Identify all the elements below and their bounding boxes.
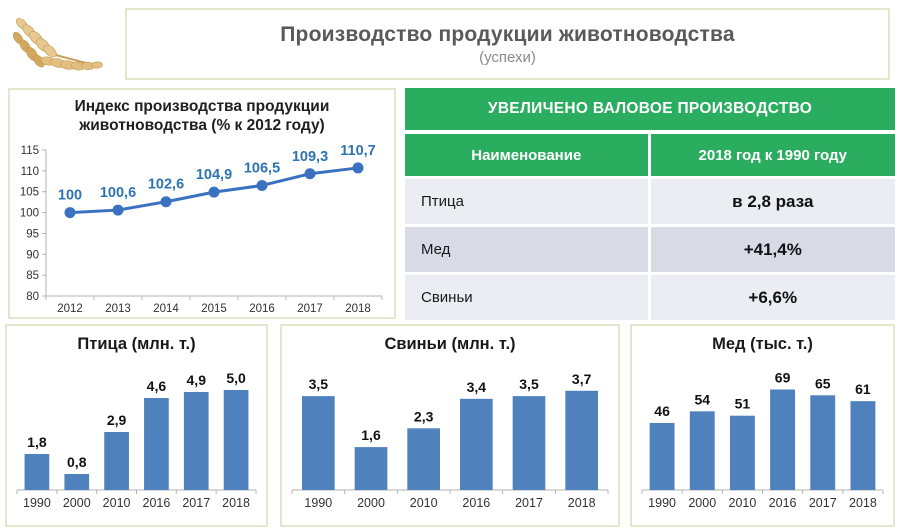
svg-text:1990: 1990 xyxy=(23,496,51,510)
line-chart-title: Индекс производства продукции животновод… xyxy=(10,90,394,136)
svg-text:2000: 2000 xyxy=(688,496,716,510)
table-header-ratio: 2018 год к 1990 году xyxy=(650,134,895,176)
svg-text:2016: 2016 xyxy=(769,496,797,510)
svg-text:54: 54 xyxy=(694,391,710,407)
svg-text:3,5: 3,5 xyxy=(519,376,539,392)
svg-text:104,9: 104,9 xyxy=(196,167,232,183)
gross-production-table: УВЕЛИЧЕНО ВАЛОВОЕ ПРОИЗВОДСТВО Наименова… xyxy=(405,88,895,321)
poultry-bar-panel: Птица (млн. т.) 1,8 1990 0,8 2000 2,9 2010 4,6… xyxy=(5,324,268,527)
svg-text:51: 51 xyxy=(735,396,751,412)
table-cell-name: Свиньи xyxy=(405,275,648,320)
svg-text:115: 115 xyxy=(21,145,39,157)
table-cell-name: Мед xyxy=(405,227,648,272)
svg-text:95: 95 xyxy=(26,228,39,240)
svg-text:90: 90 xyxy=(26,249,39,261)
page-title: Производство продукции животноводства xyxy=(280,22,735,46)
index-line-chart-panel: Индекс производства продукции животновод… xyxy=(8,88,396,319)
svg-text:2010: 2010 xyxy=(410,496,438,510)
svg-text:2010: 2010 xyxy=(729,496,757,510)
svg-text:0,8: 0,8 xyxy=(67,454,87,470)
page-subtitle: (успехи) xyxy=(479,48,536,66)
svg-text:110,7: 110,7 xyxy=(340,143,376,159)
table-cell-value: +6,6% xyxy=(650,275,895,320)
svg-text:2017: 2017 xyxy=(297,303,323,315)
honey-bar-chart: 46 1990 54 2000 51 2010 69 2016 65 2017 61 2018 xyxy=(632,354,893,514)
svg-text:2016: 2016 xyxy=(249,303,275,315)
svg-text:2017: 2017 xyxy=(809,496,837,510)
poultry-bar-chart: 1,8 1990 0,8 2000 2,9 2010 4,6 2016 4,9 2017 5,0 20… xyxy=(7,354,266,514)
wheat-icon xyxy=(12,17,103,71)
table-header-row: Наименование 2018 год к 1990 году xyxy=(405,134,895,176)
table-banner: УВЕЛИЧЕНО ВАЛОВОЕ ПРОИЗВОДСТВО xyxy=(405,88,895,130)
svg-text:4,9: 4,9 xyxy=(187,372,207,388)
svg-text:5,0: 5,0 xyxy=(226,370,246,386)
svg-text:2018: 2018 xyxy=(222,496,250,510)
svg-text:105: 105 xyxy=(20,186,39,198)
svg-text:1990: 1990 xyxy=(304,496,332,510)
svg-text:85: 85 xyxy=(26,270,39,282)
svg-text:2,9: 2,9 xyxy=(107,412,127,428)
line-chart-title-row2: животноводства (% к 2012 году) xyxy=(79,117,325,135)
svg-text:65: 65 xyxy=(815,375,831,391)
table-cell-value: в 2,8 раза xyxy=(650,179,895,224)
svg-text:3,5: 3,5 xyxy=(309,376,329,392)
svg-text:100,6: 100,6 xyxy=(100,185,136,201)
header: Производство продукции животноводства (у… xyxy=(125,8,890,80)
honey-chart-title: Мед (тыс. т.) xyxy=(712,335,813,353)
table-cell-name: Птица xyxy=(405,179,648,224)
svg-text:2016: 2016 xyxy=(143,496,171,510)
pigs-bar-chart: 3,5 1990 1,6 2000 2,3 2010 3,4 2016 3,5 2017 3,7 20… xyxy=(282,354,618,514)
svg-text:2017: 2017 xyxy=(515,496,543,510)
svg-text:69: 69 xyxy=(775,369,791,385)
svg-text:110: 110 xyxy=(21,166,39,178)
svg-text:61: 61 xyxy=(855,381,871,397)
svg-text:106,5: 106,5 xyxy=(244,160,280,176)
svg-text:2018: 2018 xyxy=(849,496,877,510)
svg-text:2000: 2000 xyxy=(63,496,91,510)
table-row: Свиньи +6,6% xyxy=(405,275,895,320)
svg-text:1,6: 1,6 xyxy=(361,427,381,443)
table-cell-value: +41,4% xyxy=(650,227,895,272)
svg-text:2016: 2016 xyxy=(462,496,490,510)
svg-text:4,6: 4,6 xyxy=(147,378,167,394)
svg-text:2018: 2018 xyxy=(345,303,371,315)
svg-text:2010: 2010 xyxy=(103,496,131,510)
svg-text:3,4: 3,4 xyxy=(467,379,487,395)
svg-text:2018: 2018 xyxy=(568,496,596,510)
pigs-bar-panel: Свиньи (млн. т.) 3,5 1990 1,6 2000 2,3 2010 3,… xyxy=(280,324,620,527)
svg-text:46: 46 xyxy=(654,403,670,419)
index-line-chart: 80 85 90 95 100 105 110 115 100 2012 100,6 2013 102,… xyxy=(10,136,394,318)
svg-text:100: 100 xyxy=(20,207,39,219)
table-header-name: Наименование xyxy=(405,134,648,176)
table-row: Птица в 2,8 раза xyxy=(405,179,895,224)
pigs-chart-title: Свиньи (млн. т.) xyxy=(384,335,516,353)
svg-text:102,6: 102,6 xyxy=(148,176,184,192)
svg-text:2012: 2012 xyxy=(57,303,83,315)
svg-text:2014: 2014 xyxy=(153,303,179,315)
svg-text:2017: 2017 xyxy=(182,496,210,510)
svg-text:109,3: 109,3 xyxy=(292,149,328,165)
svg-text:3,7: 3,7 xyxy=(572,371,592,387)
svg-text:80: 80 xyxy=(26,291,39,303)
svg-text:1990: 1990 xyxy=(648,496,676,510)
svg-text:2,3: 2,3 xyxy=(414,408,434,424)
svg-text:2015: 2015 xyxy=(201,303,227,315)
svg-text:100: 100 xyxy=(58,187,82,203)
svg-text:1,8: 1,8 xyxy=(27,434,47,450)
line-chart-title-row1: Индекс производства продукции xyxy=(74,98,330,115)
svg-text:2013: 2013 xyxy=(105,303,131,315)
honey-bar-panel: Мед (тыс. т.) 46 1990 54 2000 51 2010 69 2016 65… xyxy=(630,324,895,527)
poultry-chart-title: Птица (млн. т.) xyxy=(77,335,196,353)
table-row: Мед +41,4% xyxy=(405,227,895,272)
svg-text:2000: 2000 xyxy=(357,496,385,510)
